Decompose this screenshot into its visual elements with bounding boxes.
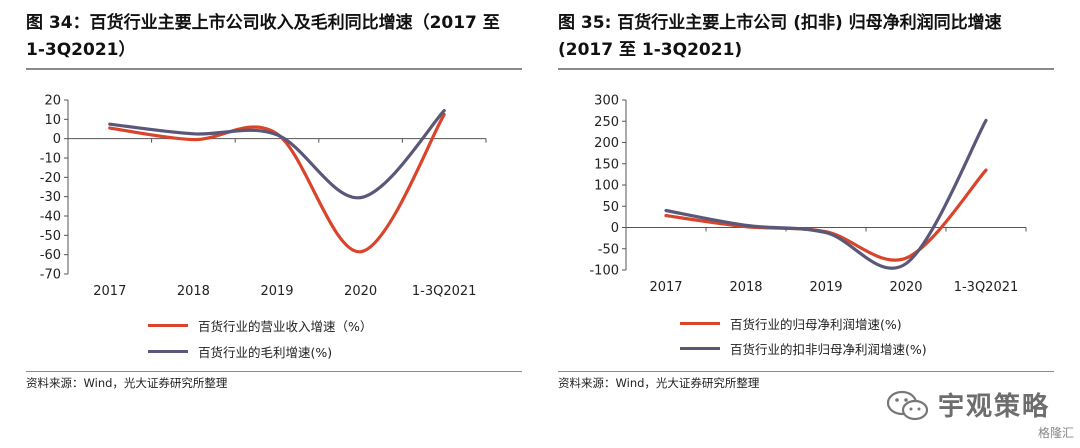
- left-chart-y-tick-label: -50: [40, 229, 61, 244]
- left-chart-legend-label: 百货行业的毛利增速(%): [198, 345, 333, 360]
- right-chart-y-tick-label: 300: [594, 94, 619, 109]
- left-chart-y-tick-label: -70: [40, 268, 61, 283]
- right-chart-legend-label: 百货行业的归母净利润增速(%): [730, 317, 902, 332]
- right-chart-x-tick-label: 2019: [809, 280, 842, 295]
- left-chart-x-tick-label: 2019: [260, 284, 293, 299]
- left-figure-title: 图 34：百货行业主要上市公司收入及毛利同比增速（2017 至 1-3Q2021…: [26, 13, 500, 60]
- left-chart-series-line-2: [108, 109, 446, 200]
- right-chart-series-line-1: [664, 168, 988, 262]
- watermark-text: 宇观策略: [937, 392, 1050, 422]
- right-chart-y-tick-label: 100: [594, 179, 619, 194]
- wechat-icon: [886, 390, 929, 421]
- left-chart-y-tick-label: -10: [40, 152, 61, 167]
- right-source-divider: [558, 371, 1054, 372]
- right-chart-x-tick-label: 1-3Q2021: [954, 280, 1019, 295]
- right-chart-legend-label: 百货行业的扣非归母净利润增速(%): [730, 342, 927, 357]
- left-chart-y-tick-label: -60: [40, 248, 61, 263]
- right-chart-legend-swatch: [680, 322, 720, 325]
- right-chart-y-tick-label: 150: [594, 157, 619, 172]
- left-chart-y-tick-label: -30: [40, 190, 61, 205]
- right-chart-y-tick-label: -50: [598, 242, 619, 257]
- left-chart-y-tick-label: -40: [40, 210, 61, 225]
- left-chart-x-tick-label: 2018: [177, 284, 210, 299]
- right-chart-series-line-2: [664, 118, 988, 270]
- left-chart-y-tick-label: -20: [40, 171, 61, 186]
- right-chart-x-tick-label: 2020: [889, 280, 922, 295]
- left-chart-series-line-1: [108, 112, 446, 254]
- right-title-divider: [558, 68, 1054, 70]
- right-chart-y-tick-label: 50: [602, 200, 619, 215]
- left-chart-legend-swatch: [148, 350, 188, 353]
- left-source-divider: [26, 371, 522, 372]
- right-chart-y-tick-label: -100: [589, 264, 619, 279]
- right-line-chart: 300 250 200 150 100 50 0 -50 -100 2017 2018 2019 202…: [589, 94, 1027, 295]
- right-chart-legend-swatch: [680, 347, 720, 350]
- right-chart-x-tick-label: 2018: [729, 280, 762, 295]
- left-chart-legend-swatch: [148, 324, 188, 327]
- watermark-footer: 格隆汇: [1037, 426, 1074, 440]
- left-chart-y-tick-label: 0: [53, 132, 61, 147]
- left-chart-x-tick-label: 2017: [93, 284, 126, 299]
- left-chart-x-tick-label: 2020: [344, 284, 377, 299]
- left-source-note: 资料来源：Wind，光大证券研究所整理: [26, 376, 228, 390]
- right-figure-title: 图 35: 百货行业主要上市公司 (扣非) 归母净利润同比增速 (2017 至 …: [558, 13, 1002, 60]
- right-chart-y-tick-label: 200: [594, 136, 619, 151]
- left-chart-y-tick-label: 20: [44, 94, 61, 109]
- right-source-note: 资料来源：Wind，光大证券研究所整理: [558, 376, 760, 390]
- left-title-divider: [26, 68, 522, 70]
- left-line-chart: 20 10 0 -10 -20 -30 -40 -50 -60 -70 2017 2018 2019 20…: [40, 94, 487, 299]
- left-chart-legend-label: 百货行业的营业收入增速（%）: [198, 319, 373, 334]
- left-chart-y-tick-label: 10: [44, 113, 61, 128]
- left-chart-x-tick-label: 1-3Q2021: [412, 284, 477, 299]
- right-chart-y-tick-label: 0: [611, 221, 619, 236]
- right-chart-y-tick-label: 250: [594, 115, 619, 130]
- right-chart-x-tick-label: 2017: [649, 280, 682, 295]
